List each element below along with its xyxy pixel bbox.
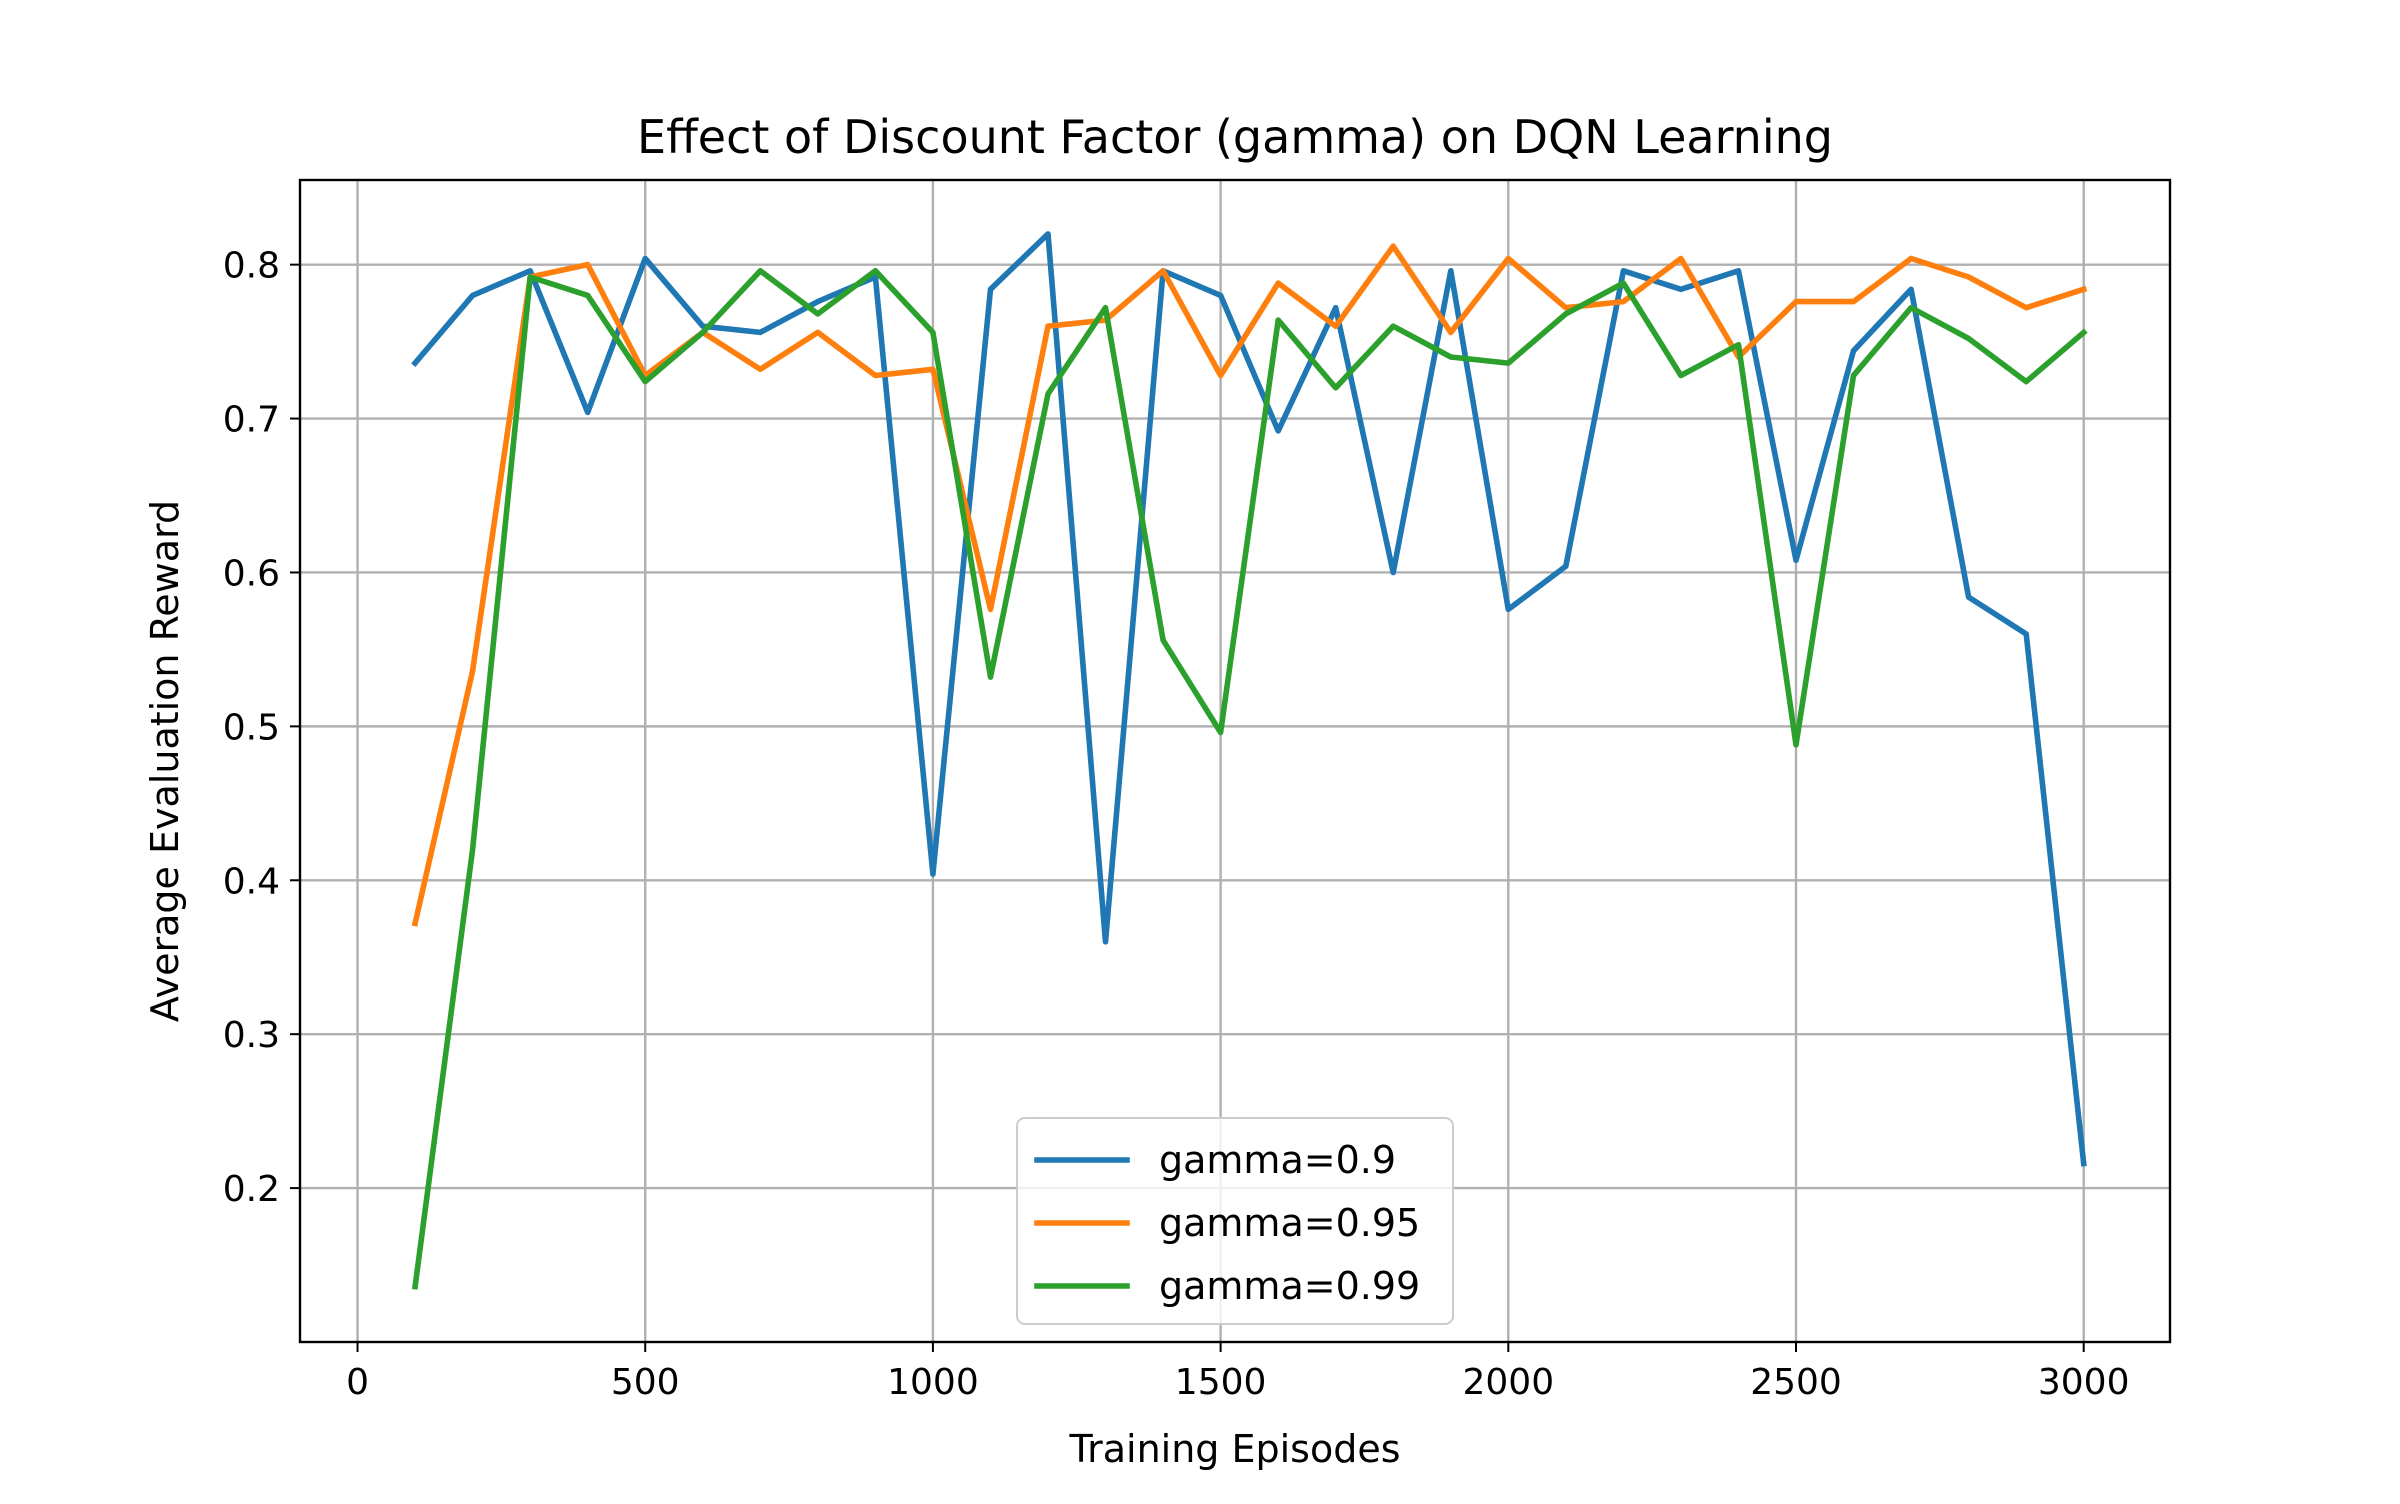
axis-ticks: 0 500 1000 1500 2000 2500 3000 0.2 0.3 0.4 0.5 0.6 0… [223,246,2130,1403]
chart-title: Effect of Discount Factor (gamma) on DQN… [637,110,1833,164]
legend-label: gamma=0.99 [1159,1264,1420,1308]
y-tick-label: 0.5 [223,707,280,748]
plot-frame [298,178,2172,1344]
y-axis-label: Average Evaluation Reward [143,500,187,1022]
series-line-gamma-0-95 [411,243,2088,927]
x-tick-label: 500 [611,1362,680,1403]
legend-label: gamma=0.95 [1159,1201,1420,1245]
x-tick-label: 1000 [887,1362,979,1403]
x-tick-label: 3000 [2038,1362,2130,1403]
y-tick-label: 0.7 [223,400,280,441]
grid [300,180,2170,1342]
x-tick-label: 2000 [1462,1362,1554,1403]
series-line-gamma-0-99 [411,267,2088,1290]
x-axis-label: Training Episodes [1068,1427,1400,1471]
series-lines [411,231,2088,1290]
y-tick-label: 0.3 [223,1015,280,1056]
legend: gamma=0.9 gamma=0.95 gamma=0.99 [1016,1117,1454,1325]
y-tick-label: 0.2 [223,1169,280,1210]
y-tick-label: 0.6 [223,553,280,594]
legend-label: gamma=0.9 [1159,1138,1396,1182]
x-tick-label: 1500 [1175,1362,1267,1403]
x-tick-label: 2500 [1750,1362,1842,1403]
series-line-gamma-0-9 [411,231,2087,1167]
legend-box [1016,1117,1454,1325]
x-tick-label: 0 [346,1362,369,1403]
y-tick-label: 0.8 [223,246,280,287]
y-tick-label: 0.4 [223,861,280,902]
